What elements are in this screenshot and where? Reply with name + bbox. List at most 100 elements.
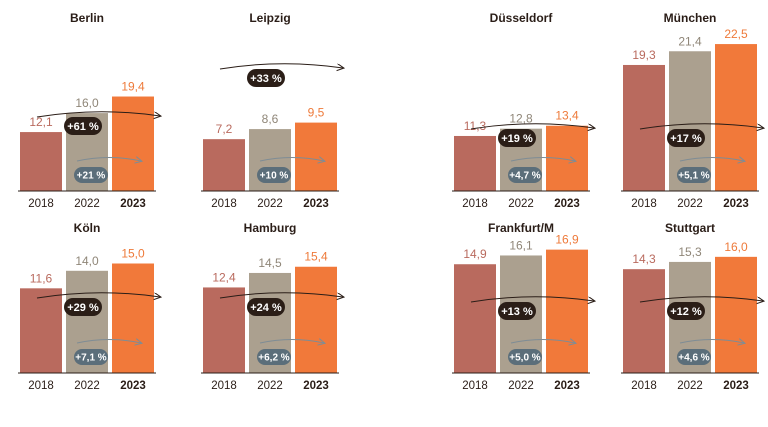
leipzig-tick-2022: 2022 xyxy=(257,198,283,210)
berlin-tick-2023: 2023 xyxy=(120,198,146,210)
stuttgart-tick-2023: 2023 xyxy=(723,380,749,392)
k-ln-change-2018-2023-label: +29 % xyxy=(67,302,99,314)
d-sseldorf-bar-2018 xyxy=(454,135,496,191)
d-sseldorf-title: Düsseldorf xyxy=(490,11,554,25)
m-nchen-small-arrow xyxy=(679,158,744,162)
frankfurt-m-small-arrow xyxy=(510,340,575,344)
m-nchen-tick-2018: 2018 xyxy=(631,198,657,210)
berlin-small-arrow xyxy=(76,158,141,162)
berlin-change-arrow xyxy=(36,111,160,117)
d-sseldorf-value-2023: 13,4 xyxy=(555,109,579,123)
m-nchen-value-2022: 21,4 xyxy=(678,34,702,48)
hamburg-tick-2023: 2023 xyxy=(303,380,329,392)
leipzig-value-2018: 7,2 xyxy=(216,122,233,136)
berlin-tick-2022: 2022 xyxy=(74,198,100,210)
leipzig-change-2018-2023-pill xyxy=(247,69,285,87)
k-ln-value-2018: 11,6 xyxy=(30,271,53,285)
hamburg-change-2022-2023-label: +6,2 % xyxy=(258,353,290,364)
m-nchen-change-2022-2023-pill xyxy=(677,167,711,183)
frankfurt-m-tick-2022: 2022 xyxy=(508,380,534,392)
hamburg-title: Hamburg xyxy=(244,221,297,235)
m-nchen-change-2018-2023-label: +17 % xyxy=(670,133,702,145)
hamburg-small-arrow xyxy=(259,340,324,344)
hamburg-change-2022-2023-pill xyxy=(257,349,291,365)
stuttgart-title: Stuttgart xyxy=(665,221,715,235)
hamburg-tick-2022: 2022 xyxy=(257,380,283,392)
d-sseldorf-small-arrow xyxy=(510,158,575,162)
stuttgart-tick-2018: 2018 xyxy=(631,380,657,392)
leipzig-value-2023: 9,5 xyxy=(308,106,325,120)
berlin-change-2022-2023-pill xyxy=(74,167,108,183)
leipzig-bar-2018 xyxy=(203,139,245,191)
leipzig-title: Leipzig xyxy=(249,11,290,25)
berlin-bar-2018 xyxy=(20,132,62,191)
leipzig-tick-2023: 2023 xyxy=(303,198,329,210)
stuttgart-change-2018-2023-pill xyxy=(667,302,705,320)
k-ln-bar-2018 xyxy=(20,288,62,373)
hamburg-value-2018: 12,4 xyxy=(212,270,236,284)
d-sseldorf-value-2022: 12,8 xyxy=(509,112,533,126)
frankfurt-m-bar-2018 xyxy=(454,264,496,373)
berlin-value-2022: 16,0 xyxy=(75,96,99,110)
m-nchen-value-2023: 22,5 xyxy=(724,27,748,41)
frankfurt-m-change-arrow xyxy=(470,296,594,302)
hamburg-change-arrow xyxy=(219,292,343,298)
d-sseldorf-value-2018: 11,3 xyxy=(464,119,487,133)
frankfurt-m-value-2018: 14,9 xyxy=(463,247,487,261)
stuttgart-change-2022-2023-pill xyxy=(677,349,711,365)
berlin-change-2018-2023-pill xyxy=(64,117,102,135)
frankfurt-m-change-2018-2023-label: +13 % xyxy=(501,306,533,318)
k-ln-title: Köln xyxy=(74,221,101,235)
k-ln-change-2018-2023-pill xyxy=(64,298,102,316)
leipzig-value-2022: 8,6 xyxy=(262,112,279,126)
k-ln-small-arrow xyxy=(76,340,141,344)
frankfurt-m-value-2023: 16,9 xyxy=(555,233,579,247)
k-ln-value-2022: 14,0 xyxy=(75,254,99,268)
stuttgart-bar-2018 xyxy=(623,269,665,373)
stuttgart-change-arrow xyxy=(639,296,763,302)
frankfurt-m-change-2018-2023-pill xyxy=(498,302,536,320)
hamburg-bar-2018 xyxy=(203,287,245,373)
hamburg-change-2018-2023-label: +24 % xyxy=(250,302,282,314)
d-sseldorf-tick-2022: 2022 xyxy=(508,198,534,210)
d-sseldorf-change-2022-2023-pill xyxy=(508,167,542,183)
berlin-change-2022-2023-label: +21 % xyxy=(77,171,106,182)
k-ln-change-arrow xyxy=(36,292,160,298)
hamburg-value-2023: 15,4 xyxy=(304,250,328,264)
leipzig-change-2022-2023-pill xyxy=(257,167,291,183)
k-ln-tick-2022: 2022 xyxy=(74,380,100,392)
d-sseldorf-tick-2018: 2018 xyxy=(462,198,488,210)
stuttgart-change-2022-2023-label: +4,6 % xyxy=(678,353,710,364)
stuttgart-value-2022: 15,3 xyxy=(678,245,702,259)
stuttgart-small-arrow xyxy=(679,340,744,344)
stuttgart-tick-2022: 2022 xyxy=(677,380,703,392)
k-ln-value-2023: 15,0 xyxy=(121,247,145,261)
d-sseldorf-change-2018-2023-label: +19 % xyxy=(501,133,533,145)
frankfurt-m-change-2022-2023-pill xyxy=(508,349,542,365)
hamburg-bar-2023 xyxy=(295,266,337,373)
k-ln-change-2022-2023-label: +7,1 % xyxy=(75,353,107,364)
leipzig-change-arrow xyxy=(219,63,343,69)
leipzig-change-2018-2023-label: +33 % xyxy=(250,73,282,85)
k-ln-bar-2023 xyxy=(112,263,154,373)
berlin-tick-2018: 2018 xyxy=(28,198,54,210)
d-sseldorf-change-2022-2023-label: +4,7 % xyxy=(509,171,541,182)
leipzig-bar-2023 xyxy=(295,122,337,191)
berlin-title: Berlin xyxy=(70,11,104,25)
m-nchen-change-2022-2023-label: +5,1 % xyxy=(678,171,710,182)
hamburg-change-2018-2023-pill xyxy=(247,298,285,316)
m-nchen-change-arrow xyxy=(639,123,763,129)
stuttgart-change-2018-2023-label: +12 % xyxy=(670,306,702,318)
stuttgart-value-2023: 16,0 xyxy=(724,240,748,254)
frankfurt-m-tick-2023: 2023 xyxy=(554,380,580,392)
berlin-bar-2023 xyxy=(112,96,154,191)
m-nchen-bar-2023 xyxy=(715,44,757,192)
frankfurt-m-value-2022: 16,1 xyxy=(509,238,533,252)
leipzig-tick-2018: 2018 xyxy=(211,198,237,210)
d-sseldorf-bar-2023 xyxy=(546,125,588,191)
berlin-value-2018: 12,1 xyxy=(29,115,53,129)
hamburg-tick-2018: 2018 xyxy=(211,380,237,392)
d-sseldorf-tick-2023: 2023 xyxy=(554,198,580,210)
leipzig-change-2022-2023-label: +10 % xyxy=(260,171,289,182)
